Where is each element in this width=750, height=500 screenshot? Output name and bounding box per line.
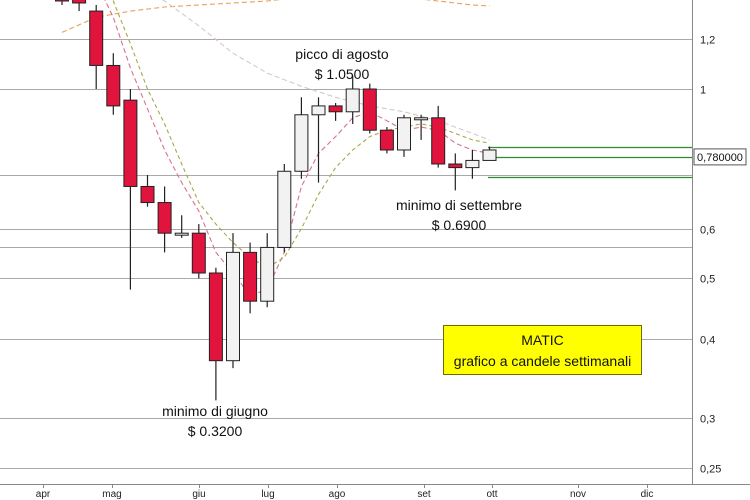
y-tick-label: 1 <box>700 85 706 97</box>
x-tick-label: nov <box>570 489 586 500</box>
annotation-label: minimo di settembre <box>395 197 523 213</box>
candle-body <box>431 117 446 165</box>
candle-body <box>328 105 343 113</box>
annotation-value: $ 0.6900 <box>431 217 487 233</box>
candle-body <box>226 251 240 362</box>
annotation-august-peak: picco di agosto $ 1.0500 <box>294 44 390 84</box>
x-tick-label: set <box>417 489 431 500</box>
candle-body <box>55 0 69 2</box>
candles <box>55 0 497 401</box>
moving-average-line <box>104 0 490 296</box>
x-tick-label: lug <box>261 489 274 500</box>
chart-title: MATIC <box>521 332 564 348</box>
y-tick-label: 0,25 <box>700 464 721 476</box>
y-tick-label: 0,3 <box>700 414 715 426</box>
candle-body <box>140 185 155 204</box>
last-price-label: 0,780000 <box>697 152 743 164</box>
candle-body <box>191 232 206 274</box>
x-tick-label: dic <box>641 489 654 500</box>
x-tick-label: ott <box>486 489 497 500</box>
candle-body <box>414 117 429 121</box>
candle-body <box>362 88 377 131</box>
annotation-label: picco di agosto <box>295 46 389 62</box>
x-tick-label: mag <box>102 489 121 500</box>
candle-body <box>294 114 309 172</box>
last-price-badge <box>693 148 747 166</box>
y-tick-label: 1,2 <box>700 35 715 47</box>
y-tick-label: 0,4 <box>700 335 715 347</box>
candle-body <box>174 232 189 236</box>
candle-body <box>260 246 275 302</box>
y-tick-label: 0,5 <box>700 274 715 286</box>
candle-body <box>72 0 87 4</box>
annotation-value: $ 1.0500 <box>314 66 370 82</box>
annotation-september-low: minimo di settembre $ 0.6900 <box>385 195 533 235</box>
chart-info-box: MATIC grafico a candele settimanali <box>443 325 642 375</box>
candle-body <box>311 105 326 116</box>
x-tick-label: giu <box>192 489 205 500</box>
x-tick-label: ago <box>329 489 346 500</box>
candle-body <box>89 10 104 66</box>
candle-body <box>208 272 223 362</box>
candle-body <box>123 99 138 187</box>
chart-subtitle: grafico a candele settimanali <box>453 353 632 369</box>
candle-body <box>397 117 411 151</box>
candle-body <box>106 64 121 107</box>
candle-body <box>379 129 394 151</box>
candle-body <box>243 251 258 302</box>
annotation-june-low: minimo di giugno $ 0.3200 <box>155 401 275 441</box>
annotation-value: $ 0.3200 <box>187 423 243 439</box>
candle-body <box>157 202 172 234</box>
candle-body <box>448 163 463 169</box>
moving-average-line <box>111 0 490 269</box>
candle-body <box>277 170 292 248</box>
annotation-label: minimo di giugno <box>162 403 268 419</box>
moving-average-line <box>61 0 490 33</box>
candle-body <box>482 149 497 161</box>
candle-body <box>345 88 360 113</box>
horizontal-levels <box>488 146 692 179</box>
y-tick-label: 0,6 <box>700 225 715 237</box>
x-tick-label: apr <box>36 489 51 500</box>
candle-body <box>465 159 480 169</box>
